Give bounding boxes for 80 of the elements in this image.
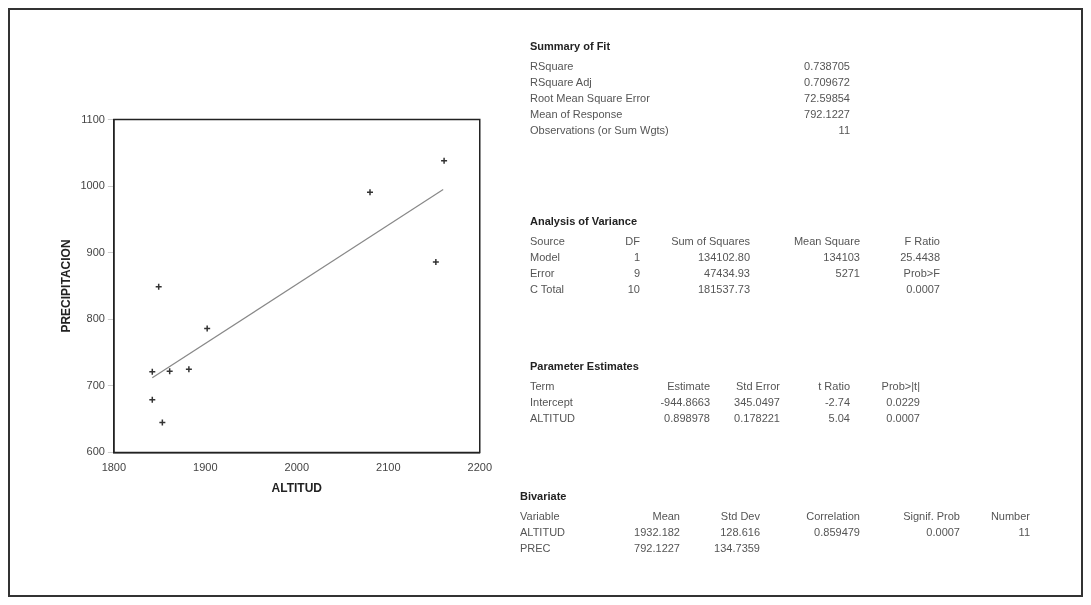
text: Mean	[651, 509, 680, 524]
text: 47434.93	[703, 266, 750, 281]
y-tick-label: 600	[86, 445, 105, 458]
x-tick-label: 2200	[467, 461, 493, 474]
text: F Ratio	[903, 234, 940, 249]
text: Observations (or Sum Wgts)	[530, 123, 670, 138]
text: PREC	[520, 541, 552, 556]
y-tick-label: 700	[86, 378, 105, 391]
text: 5271	[834, 266, 860, 281]
text: 1932.182	[633, 525, 680, 540]
text: 1	[632, 250, 640, 265]
text: DF	[624, 234, 640, 249]
text: 134102.80	[697, 250, 750, 265]
point	[366, 188, 374, 196]
text: Summary of Fit	[530, 40, 612, 52]
text: 345.0497	[733, 395, 780, 410]
text: t Ratio	[817, 379, 850, 394]
x-tick-label: 1900	[193, 461, 218, 474]
text: 0.709672	[803, 75, 850, 90]
text: 792.1227	[633, 541, 680, 556]
text: Term	[530, 379, 556, 394]
text: 0.859479	[813, 525, 860, 540]
text: Analysis of Variance	[530, 215, 638, 227]
point	[440, 157, 448, 165]
text: 11	[837, 123, 850, 138]
text: Estimate	[666, 379, 710, 394]
text: Std Error	[735, 379, 780, 394]
text: 5.04	[827, 411, 850, 426]
text: ALTITUD	[530, 411, 577, 426]
y-tick-label: 1000	[80, 179, 105, 192]
text: 0.0007	[925, 525, 960, 540]
text: 72.59854	[803, 91, 850, 106]
text: Model	[530, 250, 561, 265]
text: Root Mean Square Error	[530, 91, 651, 106]
text: -944.8663	[659, 395, 710, 410]
text: 11	[1017, 525, 1030, 540]
point	[432, 258, 440, 266]
text: Prob>|t|	[880, 379, 920, 394]
text: Variable	[520, 509, 561, 524]
y-tick-label: 1100	[81, 112, 105, 125]
text: 181537.73	[697, 282, 750, 297]
text: 0.0007	[885, 411, 920, 426]
text: 128.616	[719, 525, 760, 540]
text: Mean of Response	[530, 107, 624, 122]
text: Correlation	[805, 509, 860, 524]
text: Mean Square	[792, 234, 860, 249]
text: Error	[530, 266, 556, 281]
text: -2.74	[823, 395, 850, 410]
text: Sum of Squares	[670, 234, 750, 249]
x-tick-label: 1800	[101, 461, 127, 474]
text: 0.0229	[885, 395, 920, 410]
text: 25.4438	[899, 250, 940, 265]
y-tick-label: 900	[86, 245, 105, 258]
y-tick-label: 800	[86, 312, 105, 325]
text: 9	[632, 266, 640, 281]
x-tick-label: 2100	[376, 461, 401, 474]
text: 0.738705	[803, 59, 850, 74]
text: ALTITUD	[520, 525, 567, 540]
text: 0.898978	[663, 411, 710, 426]
x-tick-label: 2000	[284, 461, 310, 474]
text: Parameter Estimates	[530, 360, 640, 372]
text: RSquare	[530, 59, 575, 74]
y-axis-title: PRECIPITACION	[58, 239, 73, 333]
text: 134.7359	[713, 541, 760, 556]
text: 10	[626, 282, 640, 297]
text: 0.0007	[905, 282, 940, 297]
text: C Total	[530, 282, 566, 297]
text: 0.178221	[733, 411, 780, 426]
text: Signif. Prob	[902, 509, 960, 524]
x-axis-title: ALTITUD	[271, 481, 323, 496]
text: 134103	[822, 250, 860, 265]
point	[185, 365, 193, 373]
text: 792.1227	[803, 107, 850, 122]
text: Source	[530, 234, 566, 249]
text: Std Dev	[719, 509, 760, 524]
text: Bivariate	[520, 490, 568, 502]
text: Intercept	[530, 395, 574, 410]
text: Number	[989, 509, 1030, 524]
text: RSquare Adj	[530, 75, 593, 90]
text: Prob>F	[902, 266, 940, 281]
